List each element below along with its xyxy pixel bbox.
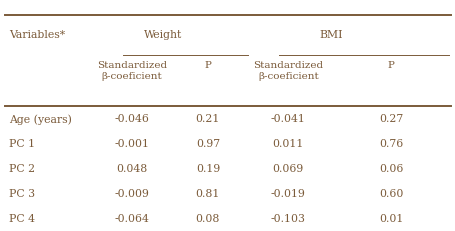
Text: 0.27: 0.27 — [378, 114, 402, 125]
Text: -0.001: -0.001 — [114, 139, 149, 149]
Text: PC 1: PC 1 — [9, 139, 35, 149]
Text: -0.046: -0.046 — [114, 114, 149, 125]
Text: 0.97: 0.97 — [195, 139, 219, 149]
Text: 0.21: 0.21 — [195, 114, 220, 125]
Text: -0.009: -0.009 — [114, 189, 149, 199]
Text: -0.103: -0.103 — [270, 214, 305, 224]
Text: Standardized
β-coeficient: Standardized β-coeficient — [253, 61, 323, 81]
Text: 0.01: 0.01 — [378, 214, 402, 224]
Text: 0.069: 0.069 — [272, 164, 303, 174]
Text: 0.19: 0.19 — [195, 164, 219, 174]
Text: Age (years): Age (years) — [9, 114, 72, 125]
Text: PC 3: PC 3 — [9, 189, 35, 199]
Text: P: P — [387, 61, 394, 70]
Text: 0.60: 0.60 — [378, 189, 402, 199]
Text: Standardized
β-coeficient: Standardized β-coeficient — [96, 61, 167, 81]
Text: 0.81: 0.81 — [195, 189, 220, 199]
Text: Weight: Weight — [144, 30, 182, 40]
Text: -0.041: -0.041 — [270, 114, 305, 125]
Text: 0.06: 0.06 — [378, 164, 402, 174]
Text: PC 4: PC 4 — [9, 214, 35, 224]
Text: -0.019: -0.019 — [270, 189, 305, 199]
Text: PC 2: PC 2 — [9, 164, 35, 174]
Text: Variables*: Variables* — [9, 30, 65, 40]
Text: BMI: BMI — [318, 30, 342, 40]
Text: -0.064: -0.064 — [114, 214, 149, 224]
Text: 0.76: 0.76 — [378, 139, 402, 149]
Text: 0.048: 0.048 — [116, 164, 147, 174]
Text: 0.08: 0.08 — [195, 214, 220, 224]
Text: 0.011: 0.011 — [272, 139, 303, 149]
Text: P: P — [204, 61, 211, 70]
